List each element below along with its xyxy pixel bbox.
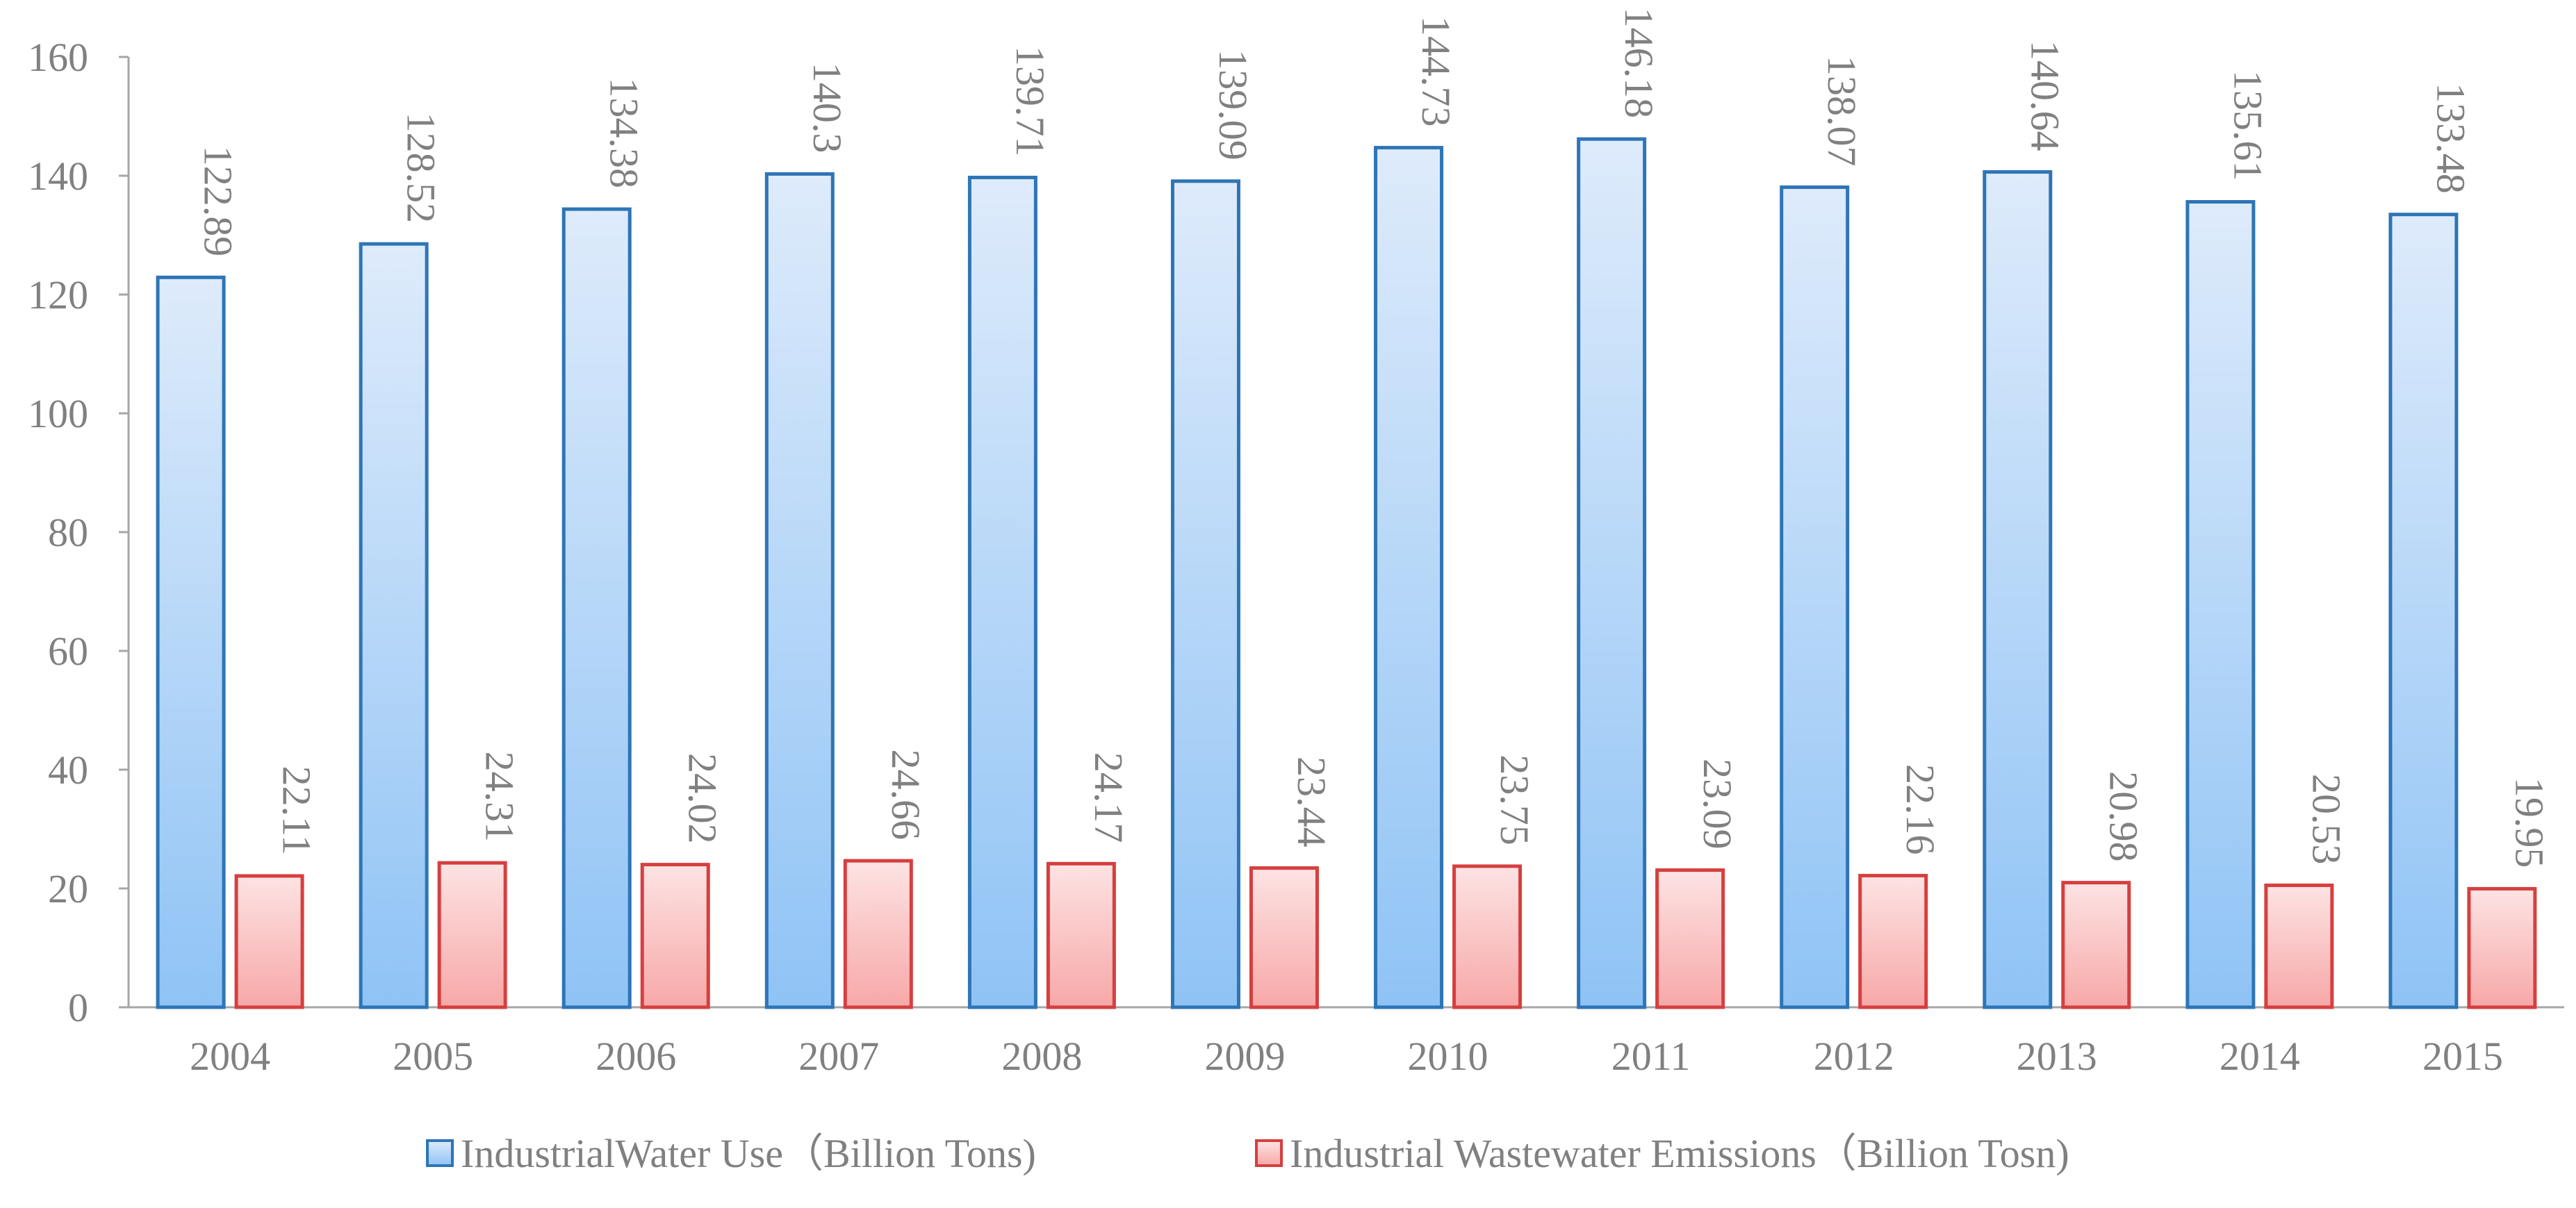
water-use-data-label: 134.38 [602, 78, 647, 189]
y-tick-label: 100 [28, 391, 88, 436]
wastewater-bar [234, 874, 304, 1009]
wastewater-bar [1452, 864, 1523, 1009]
x-tick-label: 2012 [1814, 1034, 1894, 1079]
y-tick-label: 140 [28, 154, 88, 199]
wastewater-bar [437, 861, 507, 1009]
wastewater-bar [843, 859, 913, 1009]
water-use-bar [156, 275, 226, 1009]
water-use-bar [1577, 137, 1647, 1009]
wastewater-data-label: 24.31 [477, 752, 523, 843]
legend: IndustrialWater Use（Billion Tons) Industr… [426, 1131, 2069, 1176]
wastewater-data-label: 22.16 [1898, 764, 1943, 855]
water-use-data-label: 140.3 [805, 63, 850, 154]
x-tick-label: 2004 [190, 1034, 270, 1079]
wastewater-data-label: 23.09 [1695, 759, 1740, 850]
wastewater-bar [2467, 886, 2537, 1009]
water-use-data-label: 133.48 [2428, 83, 2473, 194]
water-use-bar [359, 242, 429, 1009]
x-tick-label: 2008 [1001, 1034, 1082, 1079]
y-tick-label: 60 [48, 629, 88, 674]
wastewater-bar [1655, 868, 1725, 1009]
legend-swatch-water-use [426, 1139, 454, 1167]
water-use-data-label: 135.61 [2225, 70, 2270, 181]
wastewater-data-label: 22.11 [274, 766, 320, 855]
water-use-bar [764, 172, 835, 1009]
wastewater-data-label: 24.02 [680, 753, 725, 844]
wastewater-data-label: 23.75 [1492, 754, 1537, 845]
x-tick-label: 2014 [2220, 1034, 2300, 1079]
wastewater-data-label: 20.98 [2101, 771, 2146, 862]
legend-swatch-wastewater [1255, 1139, 1283, 1167]
data-labels: 122.89 22.11 128.52 24.31 134.38 24.02 140.3 24… [196, 8, 2552, 868]
x-tick-label: 2011 [1611, 1034, 1691, 1079]
wastewater-data-label: 24.66 [883, 750, 928, 841]
x-tick-label: 2010 [1408, 1034, 1488, 1079]
water-use-bar [2388, 213, 2459, 1009]
y-tick-label: 40 [48, 747, 88, 793]
water-use-bar [1780, 185, 1850, 1009]
water-use-bar [1170, 179, 1240, 1009]
y-tick-label: 20 [48, 866, 88, 911]
y-tick-label: 160 [28, 35, 88, 80]
water-use-data-label: 122.89 [196, 146, 241, 257]
wastewater-bar [2264, 883, 2334, 1009]
wastewater-data-label: 23.44 [1289, 756, 1334, 847]
legend-label-wastewater: Industrial Wastewater Emissions（Billion … [1290, 1131, 2069, 1176]
water-use-bar [2185, 200, 2256, 1009]
x-tick-label: 2013 [2017, 1034, 2097, 1079]
water-use-data-label: 146.18 [1616, 8, 1662, 119]
y-tick-label: 0 [68, 985, 88, 1030]
wastewater-data-label: 19.95 [2507, 777, 2552, 868]
wastewater-bar [1858, 874, 1928, 1009]
bars [156, 137, 2537, 1009]
water-use-data-label: 138.07 [1819, 56, 1864, 167]
x-tick-label: 2005 [393, 1034, 473, 1079]
wastewater-bar [1249, 866, 1319, 1009]
wastewater-data-label: 24.17 [1086, 752, 1131, 843]
water-use-bar [561, 207, 632, 1009]
wastewater-bar [2061, 881, 2131, 1009]
water-use-bar [1983, 170, 2053, 1009]
wastewater-bar [1046, 861, 1116, 1009]
x-axis: 2004 2005 2006 2007 2008 2009 2010 2011 2012 2013… [129, 1006, 2564, 1079]
water-use-data-label: 139.71 [1008, 46, 1053, 157]
y-tick-label: 80 [48, 510, 88, 555]
x-tick-label: 2007 [798, 1034, 879, 1079]
y-axis: 0 20 40 60 80 100 120 140 160 [28, 35, 130, 1030]
wastewater-data-label: 20.53 [2304, 774, 2349, 865]
x-tick-label: 2015 [2422, 1034, 2503, 1079]
y-tick-label: 120 [28, 272, 88, 317]
x-tick-label: 2009 [1204, 1034, 1285, 1079]
water-use-bar [1374, 146, 1444, 1009]
water-use-data-label: 139.09 [1211, 49, 1256, 160]
wastewater-bar [640, 863, 710, 1009]
water-use-bar [967, 175, 1037, 1009]
x-tick-label: 2006 [596, 1034, 676, 1079]
water-use-data-label: 128.52 [399, 113, 444, 224]
legend-label-water-use: IndustrialWater Use（Billion Tons) [461, 1131, 1036, 1176]
water-use-data-label: 144.73 [1413, 16, 1459, 127]
water-use-data-label: 140.64 [2022, 40, 2067, 151]
